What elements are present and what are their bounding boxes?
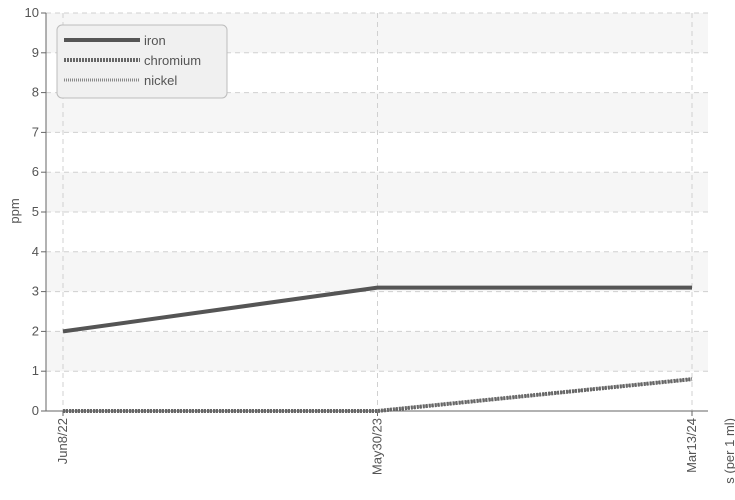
legend-label-chromium: chromium bbox=[144, 53, 201, 68]
series-line-nickel bbox=[63, 377, 693, 413]
x-axis-ticks: Jun8/22 May30/23 Mar13/24 bbox=[55, 411, 699, 475]
y-tick-label: 3 bbox=[32, 284, 39, 299]
y-tick-label: 4 bbox=[32, 244, 39, 259]
y-axis-label: ppm bbox=[7, 198, 22, 223]
series-line-iron bbox=[62, 285, 692, 334]
y-tick-label: 0 bbox=[32, 403, 39, 418]
x-tick-label: Mar13/24 bbox=[684, 418, 699, 473]
y-tick-label: 2 bbox=[32, 323, 39, 338]
legend: iron chromium nickel bbox=[56, 24, 228, 99]
y-axis-ticks: 0 1 2 3 4 5 6 7 8 9 10 bbox=[25, 5, 46, 418]
y-tick-label: 1 bbox=[32, 363, 39, 378]
legend-label-iron: iron bbox=[144, 33, 166, 48]
y-tick-label: 9 bbox=[32, 45, 39, 60]
x-axis-label: s (per 1 ml) bbox=[722, 418, 735, 484]
x-tick-label: May30/23 bbox=[370, 418, 385, 475]
series-line-chromium bbox=[63, 377, 693, 413]
y-tick-label: 7 bbox=[32, 124, 39, 139]
legend-box bbox=[56, 24, 228, 99]
series-lines bbox=[62, 285, 693, 413]
legend-label-nickel: nickel bbox=[144, 73, 177, 88]
y-tick-label: 6 bbox=[32, 164, 39, 179]
y-tick-label: 5 bbox=[32, 204, 39, 219]
y-tick-label: 10 bbox=[25, 5, 39, 20]
y-tick-label: 8 bbox=[32, 85, 39, 100]
x-tick-label: Jun8/22 bbox=[55, 418, 70, 464]
